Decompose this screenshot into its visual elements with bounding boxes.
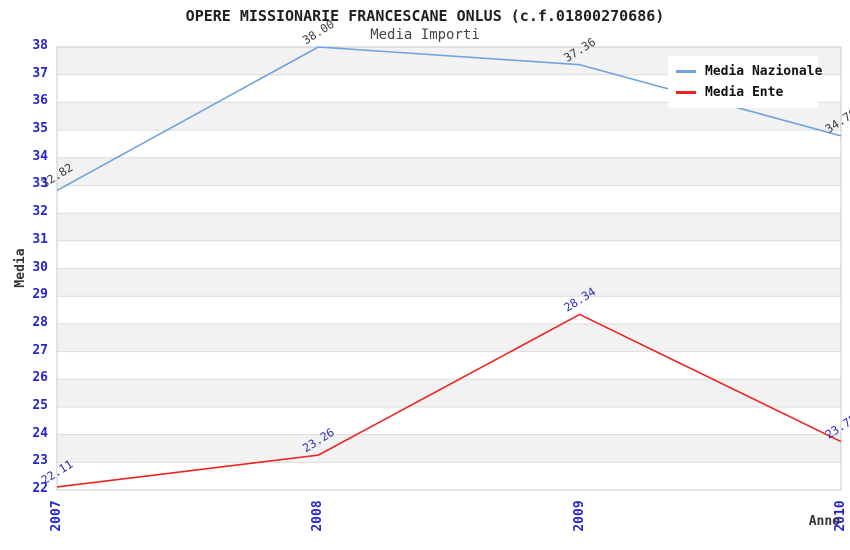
legend: Media Nazionale Media Ente — [668, 56, 822, 108]
point-label: 38.00 — [300, 17, 337, 47]
legend-item: Media Ente — [676, 82, 812, 103]
legend-line-swatch — [676, 91, 696, 94]
plot-band — [57, 379, 841, 407]
legend-label: Media Nazionale — [705, 64, 823, 79]
y-tick-label: 32 — [32, 204, 48, 220]
plot-band — [57, 351, 841, 380]
chart-title: OPERE MISSIONARIE FRANCESCANE ONLUS (c.f… — [185, 7, 665, 25]
x-tick-label: 2008 — [310, 500, 326, 532]
y-tick-label: 24 — [32, 425, 48, 441]
series-line — [56, 313, 842, 488]
y-tick-label: 31 — [32, 231, 48, 247]
x-axis-label: Anno — [808, 514, 840, 529]
plot-band — [57, 130, 841, 158]
y-tick-label: 28 — [32, 314, 48, 330]
plot-band — [57, 268, 841, 297]
x-tick-label: 2007 — [49, 500, 64, 532]
plot-border — [56, 46, 842, 491]
y-tick-label: 36 — [32, 93, 48, 109]
y-tick-label: 38 — [32, 38, 48, 53]
y-tick-label: 37 — [32, 65, 48, 81]
plot-band — [57, 185, 841, 214]
y-tick-label: 23 — [32, 453, 48, 469]
legend-label: Media Ente — [705, 85, 784, 100]
plot-band — [57, 406, 841, 435]
y-tick-label: 22 — [32, 481, 48, 496]
plot-band — [57, 323, 841, 352]
legend-line-swatch — [676, 70, 696, 73]
y-tick-label: 30 — [32, 259, 48, 275]
plot-band — [57, 157, 841, 186]
y-tick-label: 35 — [32, 121, 48, 137]
chart-subtitle: Media Importi — [370, 27, 480, 43]
y-tick-label: 25 — [32, 397, 48, 413]
y-tick-label: 26 — [32, 370, 48, 386]
plot-band — [57, 240, 841, 269]
y-tick-label: 27 — [32, 342, 48, 358]
plot-band — [57, 434, 841, 463]
plot-band — [57, 213, 841, 241]
y-tick-label: 29 — [32, 287, 48, 303]
legend-item: Media Nazionale — [676, 61, 822, 82]
y-tick-label: 34 — [32, 148, 48, 164]
x-tick-label: 2009 — [571, 500, 587, 532]
plot-band — [57, 462, 841, 490]
y-axis-label: Media — [13, 248, 28, 288]
y-tick-label: 33 — [32, 176, 48, 192]
plot-band — [57, 296, 841, 324]
